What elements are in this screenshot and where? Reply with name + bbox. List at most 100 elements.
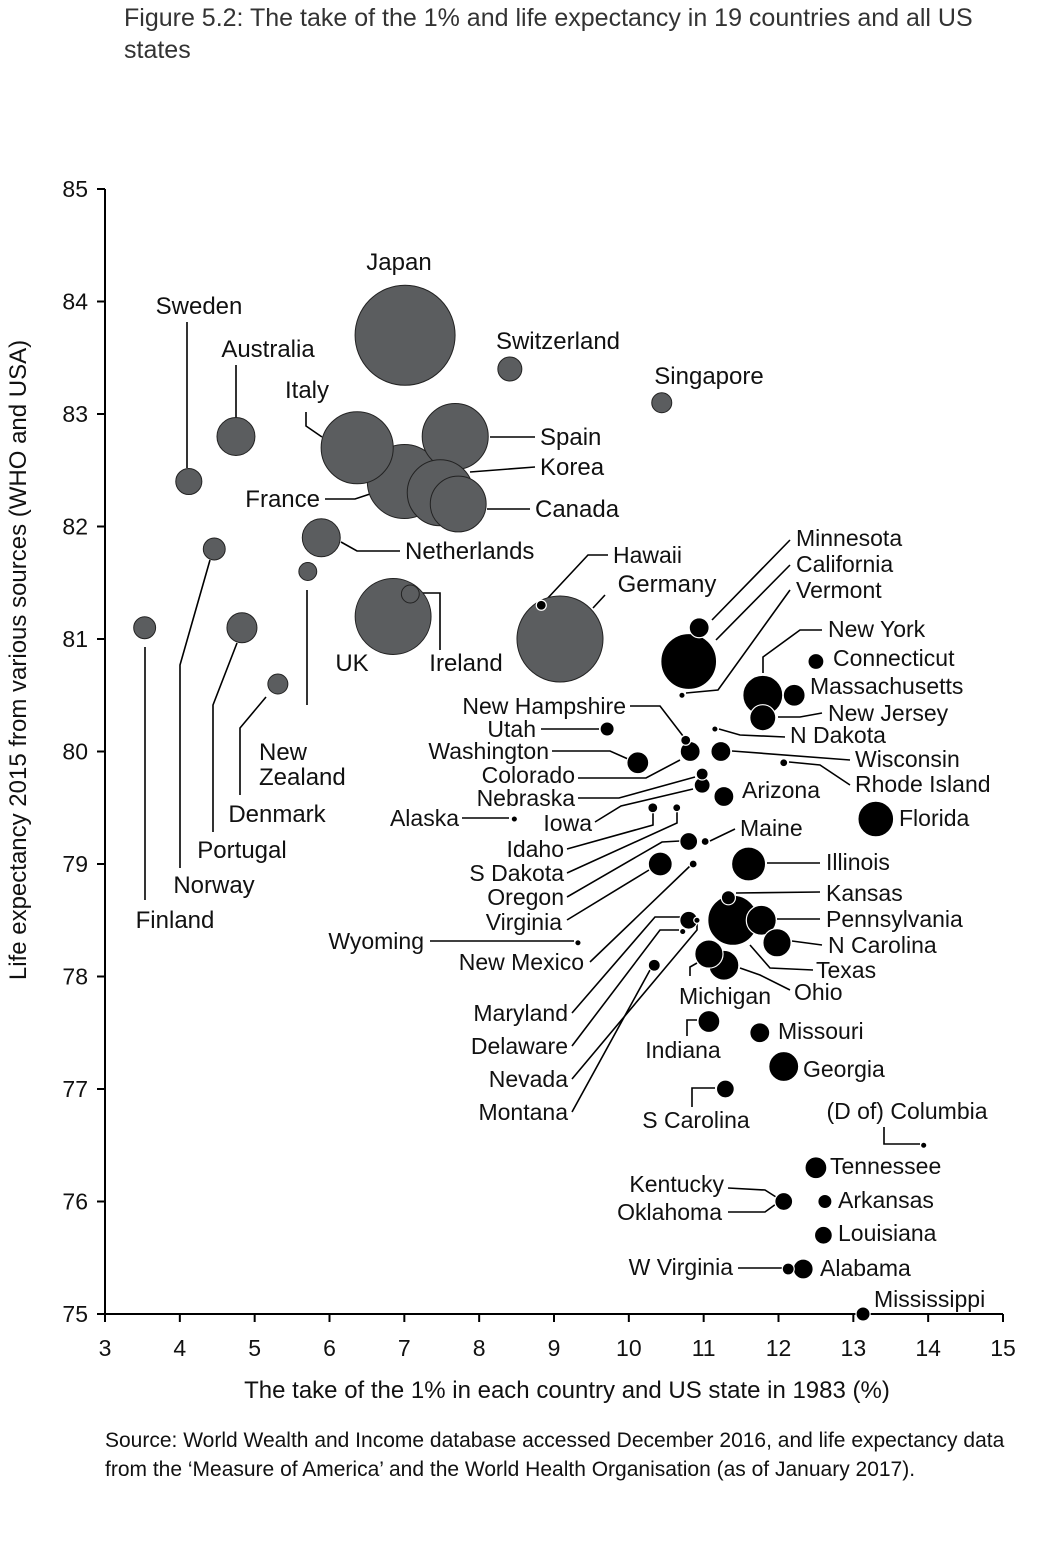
leader-n-dakota xyxy=(718,728,786,738)
label-italy: Italy xyxy=(285,377,329,404)
y-tick-label: 82 xyxy=(62,514,88,540)
label-missouri: Missouri xyxy=(778,1018,864,1044)
leader-california xyxy=(715,564,791,641)
leader-new-mexico xyxy=(589,865,691,963)
x-tick-label: 8 xyxy=(473,1335,486,1361)
leader-wisconsin xyxy=(731,750,851,761)
label-kansas: Kansas xyxy=(826,880,903,906)
bubble-oregon xyxy=(679,831,699,852)
label-michigan: Michigan xyxy=(679,983,771,1009)
leader-ohio xyxy=(739,967,791,991)
x-tick-label: 9 xyxy=(548,1335,561,1361)
bubble-minnesota xyxy=(688,617,710,639)
bubble-new-hampshire xyxy=(680,734,692,746)
label-arkansas: Arkansas xyxy=(838,1187,934,1213)
bubble-illinois xyxy=(730,846,767,882)
label-massachusetts: Massachusetts xyxy=(810,673,963,699)
label-new-hampshire: New Hampshire xyxy=(462,693,626,719)
leader-delaware xyxy=(571,929,679,1047)
label-indiana: Indiana xyxy=(645,1037,721,1063)
label-alaska: Alaska xyxy=(390,805,459,831)
bubble-norway xyxy=(202,537,226,561)
leader-portugal xyxy=(212,642,238,832)
label-australia: Australia xyxy=(221,336,315,363)
bubble-netherlands xyxy=(301,518,341,558)
bubble-indiana xyxy=(697,1009,721,1034)
bubble-hawaii xyxy=(535,599,547,611)
label-denmark: Denmark xyxy=(228,801,326,828)
leader-germany xyxy=(592,594,606,609)
leader-s-carolina xyxy=(691,1087,715,1107)
bubble-alabama xyxy=(792,1258,814,1280)
leader-korea xyxy=(469,466,536,473)
leader-nebraska xyxy=(578,776,696,799)
label-mississippi: Mississippi xyxy=(874,1286,985,1312)
y-tick-label: 78 xyxy=(62,964,88,990)
label-new-jersey: New Jersey xyxy=(828,700,949,726)
label-switzerland: Switzerland xyxy=(496,328,620,355)
bubble-florida xyxy=(857,800,895,838)
leader-s-dakota xyxy=(566,811,678,874)
leader-idaho xyxy=(566,812,654,850)
bubble-d-of-columbia xyxy=(919,1141,928,1150)
label-virginia: Virginia xyxy=(486,909,562,935)
bubble-maine xyxy=(700,836,710,847)
bubble-singapore xyxy=(651,392,673,414)
label-minnesota: Minnesota xyxy=(796,525,902,551)
x-tick-label: 6 xyxy=(323,1335,336,1361)
label-wisconsin: Wisconsin xyxy=(855,746,960,772)
leader-ireland xyxy=(420,592,441,650)
label-maine: Maine xyxy=(740,815,803,841)
y-tick-label: 75 xyxy=(62,1301,88,1327)
bubble-virginia xyxy=(647,851,673,877)
label-portugal: Portugal xyxy=(197,837,286,864)
label-kentucky: Kentucky xyxy=(629,1171,724,1197)
axes: 3 4 5 6 7 8 9 10 11 12 13 14 15757677787980818283848… xyxy=(62,176,1015,1361)
bubble-n-dakota xyxy=(711,725,719,733)
bubble-s-carolina xyxy=(715,1079,735,1099)
bubble-denmark xyxy=(267,673,289,695)
label-ireland: Ireland xyxy=(429,650,502,677)
label-california: California xyxy=(796,551,893,577)
source-note: Source: World Wealth and Income database… xyxy=(105,1429,1005,1481)
bubble-sweden xyxy=(175,467,203,496)
bubble-italy xyxy=(320,411,394,485)
leader-new-york xyxy=(762,629,822,673)
label-japan: Japan xyxy=(366,249,431,276)
label-arizona: Arizona xyxy=(742,777,820,803)
bubble-connecticut xyxy=(807,652,825,671)
bubble-washington xyxy=(626,751,650,775)
label-georgia: Georgia xyxy=(803,1056,885,1082)
bubble-uk xyxy=(354,578,432,655)
bubble-wyoming xyxy=(574,938,582,947)
leader-iowa xyxy=(594,788,694,823)
bubble-california xyxy=(660,632,718,691)
label-montana: Montana xyxy=(478,1099,568,1125)
label-idaho: Idaho xyxy=(506,836,564,862)
label-finland: Finland xyxy=(136,907,215,934)
label-norway: Norway xyxy=(173,872,254,899)
y-tick-label: 80 xyxy=(62,739,88,765)
label-louisiana: Louisiana xyxy=(838,1220,937,1246)
bubble-portugal xyxy=(226,612,258,644)
bubble-germany xyxy=(516,595,604,683)
label-korea: Korea xyxy=(540,454,605,481)
bubble-n-carolina xyxy=(762,928,792,958)
x-tick-label: 5 xyxy=(248,1335,261,1361)
label-d-of-columbia: (D of) Columbia xyxy=(826,1098,987,1124)
bubble-nevada xyxy=(693,916,701,925)
leader-netherlands xyxy=(340,541,400,552)
label-vermont: Vermont xyxy=(796,577,882,603)
leader-washington xyxy=(552,750,629,760)
label-s-dakota: S Dakota xyxy=(469,860,564,886)
label-s-carolina: S Carolina xyxy=(642,1107,750,1133)
x-tick-label: 7 xyxy=(398,1335,411,1361)
label-new-zealand: New Zealand xyxy=(259,739,346,791)
x-axis-label: The take of the 1% in each country and U… xyxy=(244,1377,890,1404)
label-uk: UK xyxy=(335,650,368,677)
bubble-w-virginia xyxy=(781,1262,795,1276)
label-colorado: Colorado xyxy=(482,762,575,788)
point-labels: Japan Germany UK France Italy Spain Korea Canad… xyxy=(136,249,991,1312)
label-oklahoma: Oklahoma xyxy=(617,1199,722,1225)
